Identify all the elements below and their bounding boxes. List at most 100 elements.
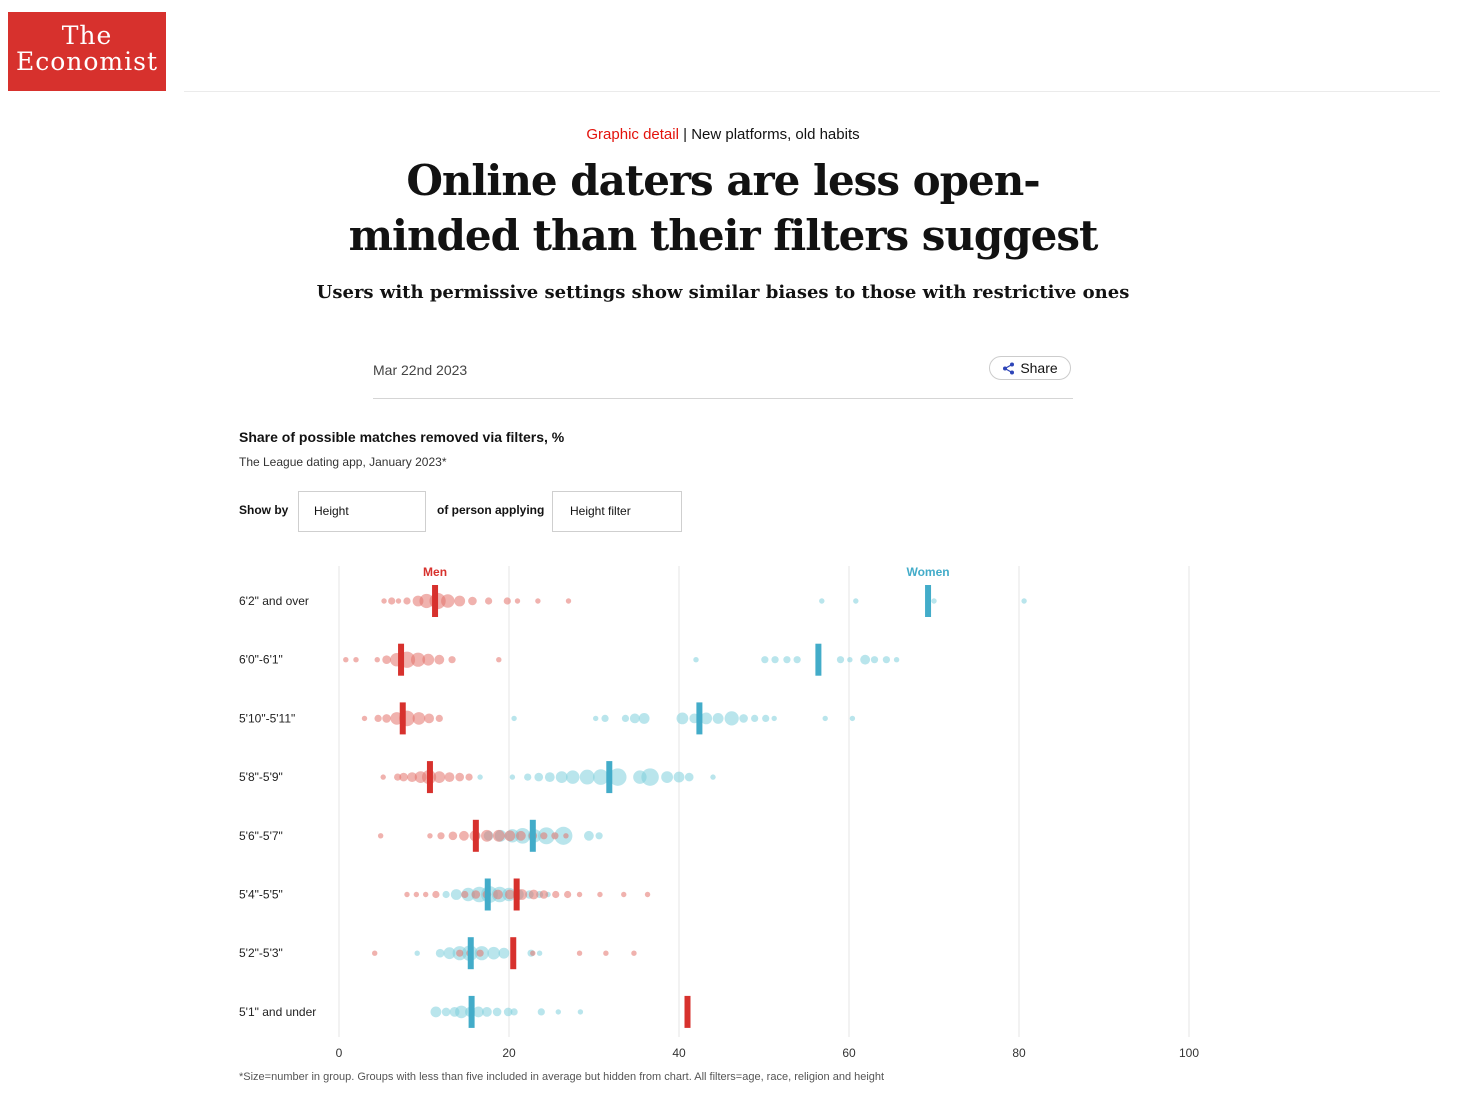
data-point <box>564 890 572 899</box>
data-point <box>514 598 521 604</box>
data-point <box>693 657 699 663</box>
data-point <box>377 833 384 839</box>
data-point <box>535 598 541 604</box>
average-marker <box>696 702 703 735</box>
data-point <box>424 713 434 724</box>
beeswarm-chart: 0 20 40 60 80 100 6'2" and over 6'0"-6'1" 5'10"-… <box>239 565 1199 1060</box>
data-point <box>621 891 627 898</box>
x-tick-label: 40 <box>672 1046 686 1060</box>
data-point <box>395 598 402 604</box>
average-marker <box>684 995 691 1028</box>
row-label: 6'0"-6'1" <box>239 653 283 667</box>
row-label: 5'10"-5'11" <box>239 711 295 725</box>
data-point <box>509 774 516 780</box>
data-point <box>576 950 583 956</box>
chart-subtitle: The League dating app, January 2023* <box>239 455 447 469</box>
data-point <box>771 715 777 722</box>
chart-title: Share of possible matches removed via fi… <box>239 429 565 445</box>
average-marker <box>468 995 475 1028</box>
data-point <box>510 1008 518 1016</box>
data-point <box>423 891 429 898</box>
data-point <box>539 890 549 899</box>
row-label: 5'4"-5'5" <box>239 888 283 902</box>
data-point <box>641 768 659 786</box>
data-point <box>860 654 871 665</box>
data-point <box>374 714 382 723</box>
average-marker <box>815 643 822 676</box>
data-point <box>751 714 759 723</box>
data-point <box>661 771 673 783</box>
data-point <box>524 773 532 781</box>
data-point <box>793 656 801 664</box>
average-marker <box>513 878 520 911</box>
data-point <box>471 890 481 899</box>
data-point <box>427 833 433 839</box>
data-point <box>472 1006 484 1018</box>
data-point <box>822 715 828 722</box>
data-point <box>484 597 493 605</box>
meta-divider <box>373 398 1073 399</box>
data-point <box>540 832 548 840</box>
data-point <box>893 657 900 663</box>
show-by-select[interactable]: Height <box>298 491 426 532</box>
data-point <box>847 657 853 663</box>
series-label: Men <box>423 565 447 579</box>
rubric: Graphic detail | New platforms, old habi… <box>0 126 1446 143</box>
data-point <box>836 656 845 664</box>
data-point <box>468 596 477 606</box>
data-point <box>849 715 856 722</box>
data-point <box>477 774 483 780</box>
data-point <box>673 771 685 783</box>
share-button[interactable]: Share <box>989 356 1071 380</box>
data-point <box>644 891 651 898</box>
data-point <box>593 715 599 722</box>
economist-logo[interactable]: The Economist <box>8 12 166 91</box>
data-point <box>476 949 484 957</box>
publish-date: Mar 22nd 2023 <box>373 362 468 378</box>
subheadline: Users with permissive settings show simi… <box>316 282 1130 303</box>
data-point <box>410 652 426 667</box>
data-point <box>684 772 694 782</box>
data-point <box>374 657 380 663</box>
data-point <box>399 772 408 782</box>
header-divider <box>184 91 1440 92</box>
x-tick-label: 80 <box>1012 1046 1026 1060</box>
average-marker <box>925 585 932 617</box>
data-point <box>493 889 503 900</box>
data-point <box>563 833 569 839</box>
data-point <box>442 890 450 899</box>
data-point <box>629 713 640 724</box>
data-point <box>528 889 539 900</box>
data-point <box>783 656 791 664</box>
data-point <box>566 770 580 784</box>
row-label: 5'6"-5'7" <box>239 829 283 843</box>
data-point <box>503 597 511 605</box>
data-point <box>853 598 859 604</box>
of-person-label: of person applying <box>437 503 545 517</box>
data-point <box>544 772 555 782</box>
data-point <box>761 656 769 664</box>
filter-select[interactable]: Height filter <box>552 491 682 532</box>
average-marker <box>398 643 405 676</box>
data-point <box>454 595 466 607</box>
row-label: 6'2" and over <box>239 594 309 608</box>
data-point <box>435 714 443 723</box>
average-marker <box>510 937 517 970</box>
data-point <box>739 714 748 723</box>
data-point <box>534 772 544 782</box>
chart-footnote: *Size=number in group. Groups with less … <box>239 1071 885 1083</box>
data-point <box>676 712 689 725</box>
logo-line-1: The <box>61 21 113 50</box>
x-tick-label: 0 <box>336 1046 343 1060</box>
data-point <box>576 891 583 898</box>
data-point <box>593 769 609 785</box>
x-tick-label: 20 <box>502 1046 516 1060</box>
data-point <box>361 715 368 722</box>
data-point <box>555 1009 561 1015</box>
data-point <box>430 1006 442 1018</box>
share-label: Share <box>1020 360 1058 376</box>
data-point <box>724 711 739 726</box>
section-link[interactable]: Graphic detail <box>586 126 679 143</box>
fly-title: New platforms, old habits <box>691 126 860 143</box>
data-point <box>448 831 458 841</box>
